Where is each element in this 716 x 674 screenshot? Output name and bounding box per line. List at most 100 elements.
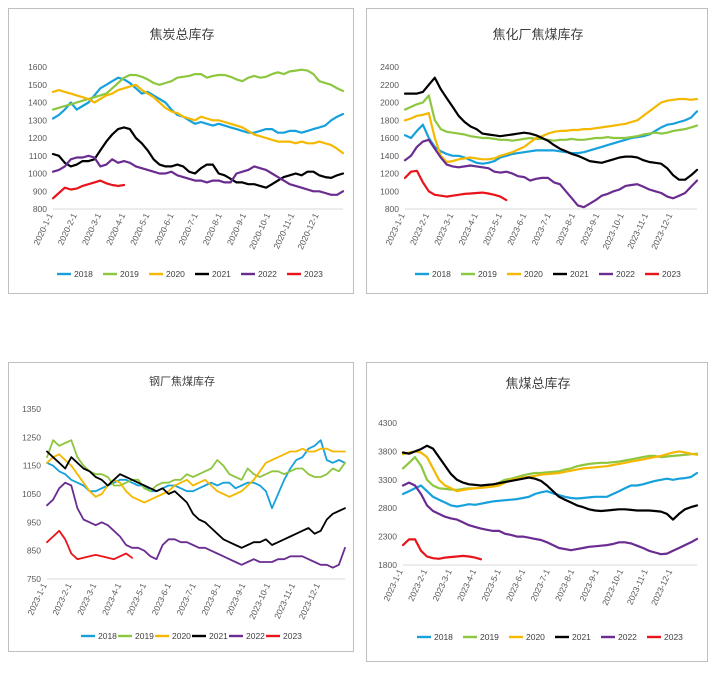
series-line-2019 xyxy=(51,68,345,111)
chart-panel-steel-mill-coal: 钢厂焦煤库存 750 850 950 1050 1150 1250 1350 2023-1-1 2… xyxy=(8,362,354,652)
x-tick-label: 2023-8-1 xyxy=(553,567,577,602)
x-tick-label: 2023-10-1 xyxy=(247,581,273,621)
y-tick-label: 1300 xyxy=(28,115,47,125)
x-tick-label: 2023-4-1 xyxy=(100,581,124,616)
x-tick-label: 2023-7-1 xyxy=(529,211,553,246)
legend-label-2023: 2023 xyxy=(283,631,302,641)
series-line-2023 xyxy=(401,538,483,561)
x-tick-label: 2023-12-1 xyxy=(649,567,675,607)
series-line-2018 xyxy=(46,439,346,510)
x-tick-label: 2023-5-1 xyxy=(481,211,505,246)
legend-label-2022: 2022 xyxy=(246,631,265,641)
legend-label-2021: 2021 xyxy=(570,269,589,279)
x-tick-label: 2023-11-1 xyxy=(625,211,650,250)
x-tick-label: 2023-8-1 xyxy=(554,211,578,246)
legend-label-2018: 2018 xyxy=(98,631,117,641)
x-tick-label: 2023-1-1 xyxy=(25,581,49,616)
x-tick-label: 2020-2-1 xyxy=(56,211,80,246)
x-tick-label: 2020-3-1 xyxy=(80,211,104,246)
x-tick-label: 2023-4-1 xyxy=(456,211,480,246)
x-tick-label: 2023-6-1 xyxy=(150,581,174,616)
x-tick-label: 2023-9-1 xyxy=(224,581,248,616)
y-tick-label: 1600 xyxy=(28,62,47,72)
x-tick-label: 2023-10-1 xyxy=(600,567,626,607)
x-tick-label: 2020-6-1 xyxy=(152,211,176,246)
legend-label-2022: 2022 xyxy=(258,269,277,279)
legend-label-2022: 2022 xyxy=(616,269,635,279)
x-tick-label: 2023-9-1 xyxy=(578,211,602,246)
x-tick-label: 2023-2-1 xyxy=(408,211,432,246)
y-tick-label: 1100 xyxy=(29,151,48,161)
x-tick-label: 2023-7-1 xyxy=(528,567,552,602)
series-line-2021 xyxy=(401,444,699,521)
legend-label-2022: 2022 xyxy=(618,632,637,642)
x-tick-label: 2020-4-1 xyxy=(104,211,128,246)
y-tick-label: 800 xyxy=(385,204,399,214)
y-tick-label: 2400 xyxy=(380,62,399,72)
chart-title: 焦煤总库存 xyxy=(505,376,570,392)
x-tick-label: 2020-11-1 xyxy=(271,211,296,250)
y-tick-label: 1800 xyxy=(378,560,397,570)
legend-label-2019: 2019 xyxy=(478,269,497,279)
legend-label-2020: 2020 xyxy=(524,269,543,279)
series-line-2020 xyxy=(403,97,699,164)
series-line-2020 xyxy=(46,447,346,504)
x-tick-label: 2020-12-1 xyxy=(295,211,321,251)
chart-panel-coking-coal-total: 焦煤总库存 1800 2300 2800 3300 3800 4300 2023-1-1 202… xyxy=(366,362,708,662)
series-line-2023 xyxy=(46,529,133,561)
x-tick-label: 2020-1-1 xyxy=(31,211,55,246)
series-line-2020 xyxy=(401,450,699,493)
legend-label-2023: 2023 xyxy=(664,632,683,642)
series-line-2020 xyxy=(51,83,345,155)
y-tick-label: 2300 xyxy=(378,532,397,542)
x-tick-label: 2023-11-1 xyxy=(272,581,297,620)
x-tick-label: 2023-5-1 xyxy=(479,567,503,602)
y-tick-label: 1500 xyxy=(28,80,47,90)
series-line-2019 xyxy=(401,452,699,492)
x-tick-label: 2020-7-1 xyxy=(176,211,200,246)
x-tick-label: 2023-12-1 xyxy=(297,581,323,621)
series-line-2018 xyxy=(51,76,345,134)
chart-title: 焦炭总库存 xyxy=(149,27,214,43)
y-tick-label: 1200 xyxy=(380,169,399,179)
y-tick-label: 1350 xyxy=(22,404,41,414)
y-tick-label: 750 xyxy=(27,574,41,584)
y-tick-label: 2800 xyxy=(378,503,397,513)
x-tick-label: 2023-3-1 xyxy=(75,581,99,616)
series-line-2022 xyxy=(51,154,345,196)
x-tick-label: 2020-5-1 xyxy=(128,211,152,246)
legend-label-2019: 2019 xyxy=(135,631,154,641)
legend-label-2019: 2019 xyxy=(120,269,139,279)
legend-label-2021: 2021 xyxy=(209,631,228,641)
legend-label-2020: 2020 xyxy=(172,631,191,641)
legend-label-2021: 2021 xyxy=(572,632,591,642)
chart-panel-coke-total: 焦炭总库存 800 900 1000 1100 1200 1300 1400 1500 1600 2… xyxy=(8,8,354,294)
x-tick-label: 2023-4-1 xyxy=(455,567,479,602)
x-tick-label: 2023-2-1 xyxy=(406,567,430,602)
y-tick-label: 2000 xyxy=(380,98,399,108)
y-tick-label: 1250 xyxy=(22,432,41,442)
x-tick-label: 2023-3-1 xyxy=(432,211,456,246)
legend-label-2018: 2018 xyxy=(434,632,453,642)
y-tick-label: 3300 xyxy=(378,475,397,485)
x-tick-label: 2023-11-1 xyxy=(625,567,650,606)
y-tick-label: 850 xyxy=(27,546,41,556)
y-tick-label: 1050 xyxy=(22,489,41,499)
y-tick-label: 900 xyxy=(33,186,47,196)
legend-label-2018: 2018 xyxy=(432,269,451,279)
series-line-2023 xyxy=(403,169,508,202)
series-line-2021 xyxy=(51,126,345,189)
series-line-2022 xyxy=(401,481,699,556)
y-tick-label: 1600 xyxy=(380,133,399,143)
series-line-2022 xyxy=(46,481,346,569)
x-tick-label: 2023-1-1 xyxy=(381,567,405,602)
y-tick-label: 1400 xyxy=(28,98,47,108)
x-tick-label: 2020-8-1 xyxy=(201,211,225,246)
x-tick-label: 2020-9-1 xyxy=(225,211,249,246)
chart-svg-1: 焦化厂焦煤库存 800 1000 1200 1400 1600 1800 2000 2200 24… xyxy=(380,27,699,279)
legend-label-2018: 2018 xyxy=(74,269,93,279)
legend-label-2023: 2023 xyxy=(662,269,681,279)
y-tick-label: 1800 xyxy=(380,115,399,125)
